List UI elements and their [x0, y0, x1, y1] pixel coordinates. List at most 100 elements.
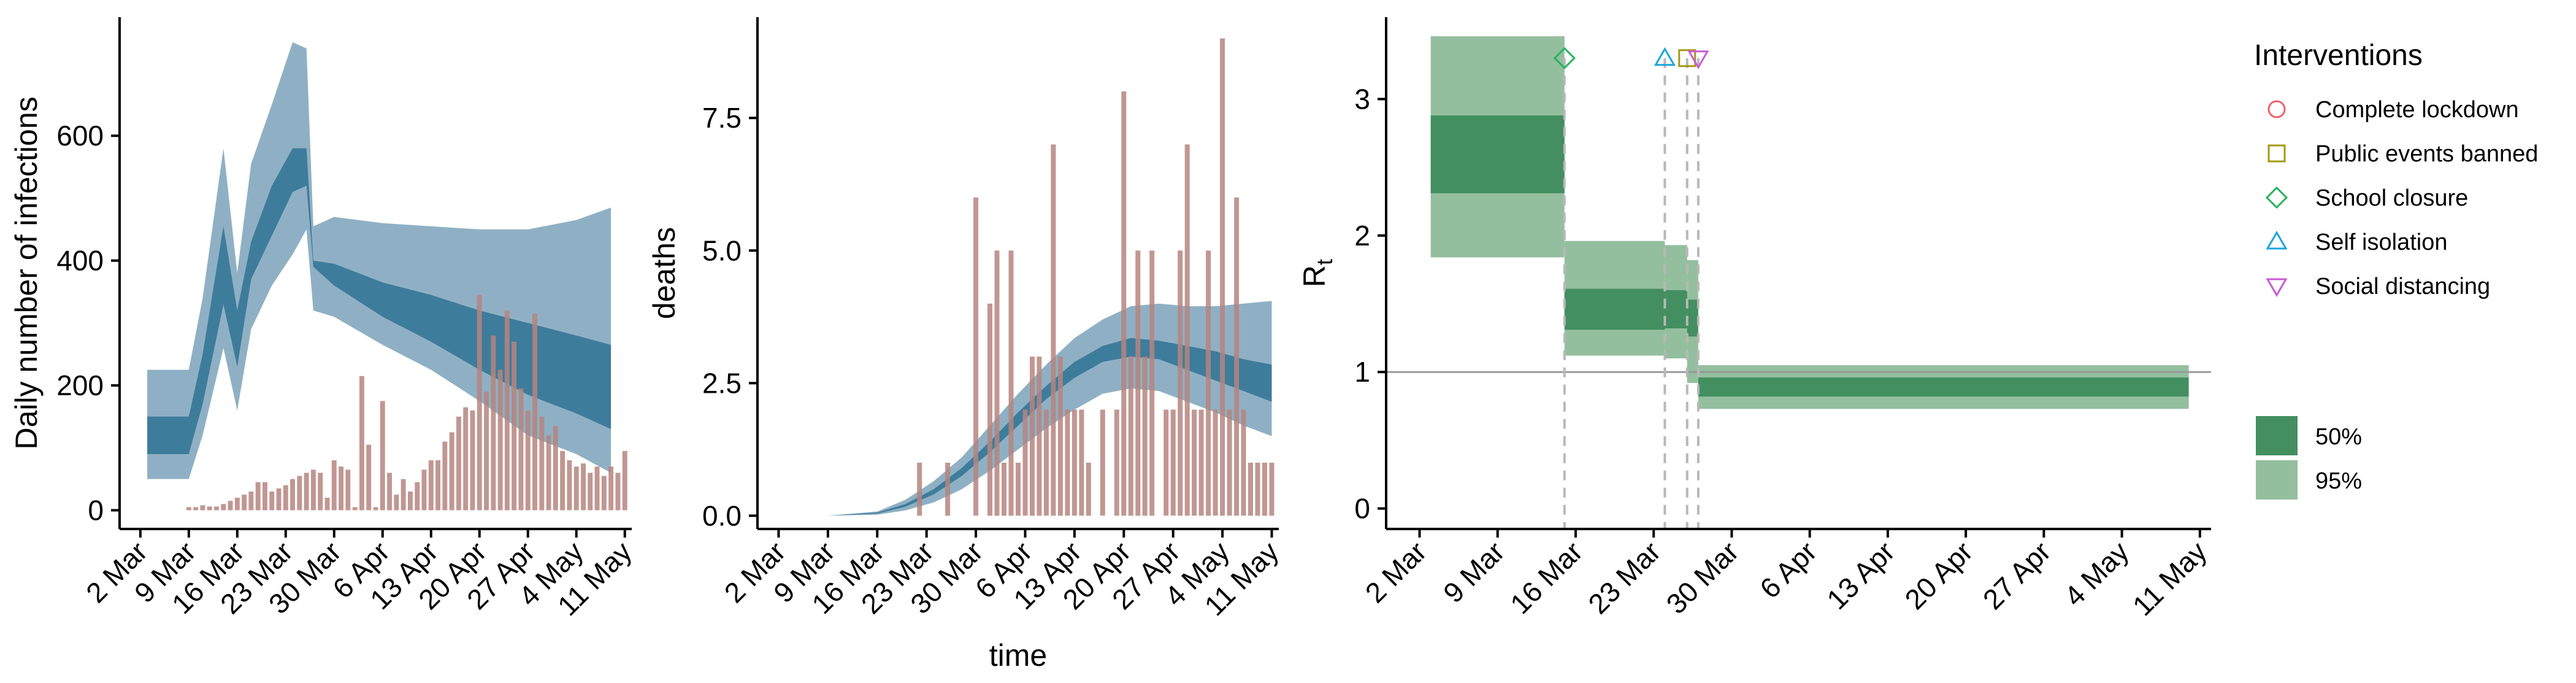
y-tick-label: 2	[1354, 220, 1370, 252]
bar	[297, 476, 302, 511]
legend-item: School closure	[2265, 185, 2468, 211]
x-tick-label: 23 Mar	[1582, 535, 1666, 620]
bar	[1114, 409, 1119, 516]
y-tick-label: 0.0	[702, 500, 742, 531]
bar	[1100, 409, 1105, 516]
bar	[263, 482, 267, 511]
bar	[366, 444, 372, 511]
bar	[380, 401, 385, 511]
bar	[484, 392, 489, 511]
x-tick-label: 16 Mar	[1504, 535, 1589, 620]
bar	[1198, 409, 1204, 516]
bar	[1071, 409, 1077, 516]
bar	[283, 485, 288, 511]
x-tick-label: 4 May	[2058, 535, 2134, 612]
bar	[387, 473, 392, 511]
y-tick-label: 5.0	[702, 234, 742, 266]
bar	[491, 335, 496, 511]
bar	[463, 407, 469, 511]
legend-item: Public events banned	[2267, 141, 2538, 167]
bar	[1037, 357, 1042, 516]
bar	[1220, 38, 1225, 516]
bar	[1248, 463, 1253, 516]
bar	[1079, 409, 1084, 516]
x-tick-label: 9 Mar	[1437, 535, 1511, 609]
bar	[1043, 409, 1049, 516]
rt-ci50-segment	[1564, 288, 1665, 330]
bar	[601, 476, 607, 511]
bar	[553, 426, 558, 511]
y-tick-label: 400	[56, 245, 104, 277]
bar	[1192, 409, 1197, 516]
bar	[1149, 250, 1155, 516]
bar	[269, 492, 275, 511]
bar	[401, 479, 406, 511]
bar	[255, 482, 261, 511]
bar	[594, 466, 600, 511]
bar	[339, 466, 343, 511]
x-tick-label: 30 Mar	[1660, 535, 1745, 620]
bar	[331, 460, 337, 511]
bar	[1142, 357, 1148, 516]
bar	[1057, 357, 1063, 516]
ci50-band	[827, 338, 1272, 516]
legend-label: 50%	[2315, 424, 2362, 450]
bar	[442, 441, 448, 511]
bar	[1269, 463, 1275, 516]
bar	[276, 488, 282, 511]
bar	[186, 507, 191, 511]
y-axis-title: Rt	[1297, 259, 1337, 287]
bar	[428, 460, 434, 511]
y-tick-label: 1	[1354, 356, 1370, 388]
legend-item: Social distancing	[2266, 274, 2490, 299]
legend-swatch	[2256, 416, 2298, 455]
bar	[588, 473, 593, 511]
bar	[1234, 197, 1240, 516]
intervention-marker	[1687, 50, 1709, 69]
rt-ci50-segment	[1687, 299, 1698, 337]
bar	[525, 410, 531, 511]
bar	[1128, 357, 1133, 516]
bar	[435, 460, 440, 511]
bar	[394, 495, 399, 511]
intervention-marker	[1553, 47, 1576, 69]
bar	[581, 463, 586, 511]
bar	[504, 311, 510, 511]
bar	[573, 466, 579, 511]
bar	[304, 473, 309, 511]
legend-label: School closure	[2315, 185, 2468, 211]
bar	[1086, 463, 1091, 516]
bar	[917, 463, 922, 516]
legend-item: Complete lockdown	[2267, 97, 2519, 123]
bar	[221, 504, 226, 511]
bar	[311, 469, 316, 511]
bar	[470, 410, 475, 511]
bar	[622, 450, 627, 511]
x-tick-label: 20 Apr	[1898, 535, 1979, 615]
ci95-band	[827, 301, 1272, 516]
rt-ci50-segment	[1665, 290, 1687, 329]
bar	[539, 416, 545, 511]
legend-ci-item: 95%	[2256, 460, 2362, 500]
bar	[228, 501, 233, 511]
bar	[1065, 409, 1070, 516]
legend-label: 95%	[2315, 468, 2362, 494]
bar	[1206, 250, 1211, 516]
bar	[359, 376, 364, 511]
x-tick-label: 13 Apr	[1820, 535, 1901, 615]
bar	[449, 432, 454, 511]
bar	[352, 507, 358, 511]
bar	[1227, 409, 1232, 516]
legend-item: Self isolation	[2266, 230, 2447, 255]
x-tick-label: 27 Apr	[1977, 535, 2057, 615]
x-axis-title: time	[989, 638, 1047, 673]
bar	[1016, 463, 1021, 516]
bar	[945, 463, 951, 516]
bar	[207, 506, 212, 511]
bar	[1008, 250, 1014, 516]
legend-marker	[2267, 144, 2286, 163]
bar	[373, 507, 378, 511]
bar	[1030, 357, 1035, 516]
intervention-marker	[1678, 49, 1696, 68]
